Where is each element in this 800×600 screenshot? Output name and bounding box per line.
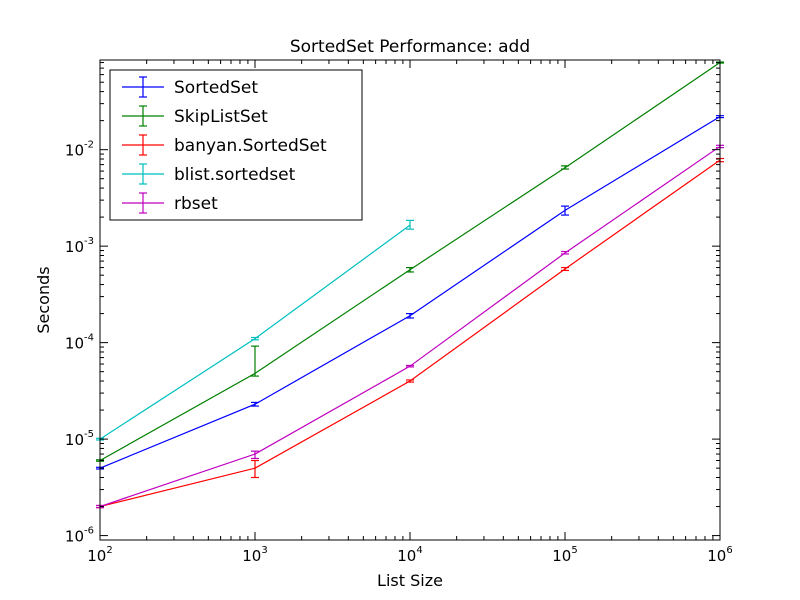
y-tick-label: 10-3 <box>65 236 94 256</box>
legend-label: rbset <box>174 194 218 214</box>
x-tick-label: 102 <box>87 545 112 565</box>
x-tick-label: 106 <box>707 545 732 565</box>
legend-swatch <box>122 192 164 214</box>
x-axis-label: List Size <box>377 571 443 590</box>
x-tick-label: 103 <box>242 545 267 565</box>
legend: SortedSet SkipListSet banyan.SortedSet blis… <box>109 69 363 221</box>
y-tick-label: 10-5 <box>65 429 94 449</box>
error-bar <box>251 345 259 377</box>
series-0 <box>96 115 724 470</box>
error-bar <box>406 266 414 273</box>
y-tick-label: 10-2 <box>65 140 94 160</box>
series-4 <box>96 144 724 509</box>
error-bar <box>251 401 259 407</box>
y-tick-label: 10-6 <box>65 526 94 546</box>
legend-label: SortedSet <box>174 78 258 98</box>
error-bar <box>251 450 259 460</box>
legend-label: banyan.SortedSet <box>174 136 327 156</box>
legend-label: blist.sortedset <box>174 165 296 185</box>
legend-item: SortedSet <box>122 76 258 98</box>
error-bar <box>406 312 414 319</box>
legend-swatch <box>122 134 164 156</box>
error-bar <box>561 250 569 255</box>
series-layer <box>96 61 724 509</box>
error-bar <box>406 219 414 230</box>
legend-item: SkipListSet <box>122 105 268 127</box>
error-bar <box>251 459 259 479</box>
error-bar <box>561 165 569 170</box>
chart-title: SortedSet Performance: add <box>290 37 530 57</box>
error-bar <box>561 205 569 216</box>
error-bar <box>561 266 569 272</box>
legend-label: SkipListSet <box>174 107 268 127</box>
legend-item: rbset <box>122 192 218 214</box>
error-bar <box>251 336 259 341</box>
y-axis-label: Seconds <box>34 266 53 333</box>
legend-swatch <box>122 105 164 127</box>
plot-frame <box>99 59 721 541</box>
x-tick-label: 104 <box>397 545 422 565</box>
error-bar <box>406 379 414 383</box>
legend-swatch <box>122 163 164 185</box>
legend-swatch <box>122 76 164 98</box>
y-tick-label: 10-4 <box>65 333 94 353</box>
tick-layer: 102 103 104 105 106 10-6 10-5 10-4 10-3 10-2 <box>65 60 733 565</box>
legend-item: banyan.SortedSet <box>122 134 327 156</box>
series-3 <box>96 219 414 441</box>
x-tick-label: 105 <box>552 545 577 565</box>
legend-item: blist.sortedset <box>122 163 296 185</box>
